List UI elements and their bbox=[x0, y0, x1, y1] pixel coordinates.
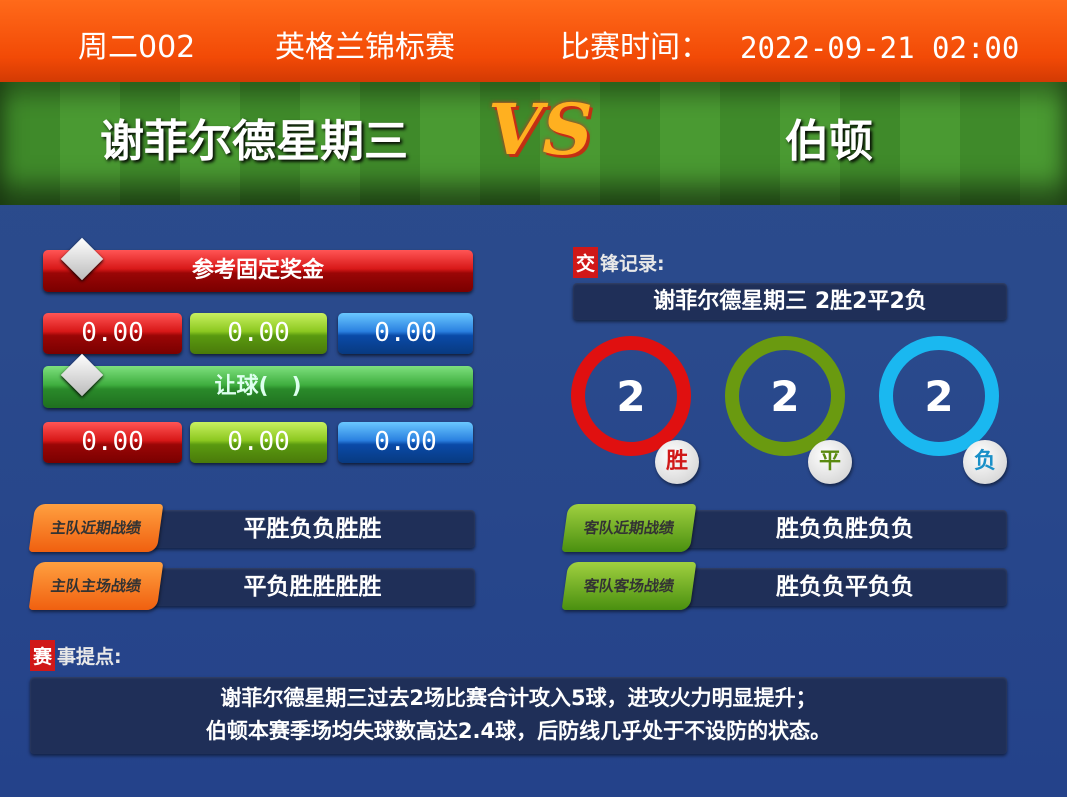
tips-line-2: 伯顿本赛季场均失球数高达2.4球，后防线几乎处于不设防的状态。 bbox=[205, 719, 832, 743]
match-time-label: 比赛时间： bbox=[560, 30, 710, 65]
header-bar: 周二002 英格兰锦标赛 比赛时间： 2022-09-21 02:00 bbox=[0, 0, 1067, 82]
fixed-odds-draw: 0.00 bbox=[190, 313, 327, 354]
match-number: 周二002 bbox=[78, 30, 196, 65]
tips-line-1: 谢菲尔德星期三过去2场比赛合计攻入5球，进攻火力明显提升； bbox=[220, 686, 817, 710]
away-away-tag: 客队客场战绩 bbox=[561, 562, 697, 610]
draw-badge: 平 bbox=[808, 440, 852, 484]
h2h-loss-ring: 2 bbox=[879, 336, 999, 456]
h2h-label-mark: 交 bbox=[573, 247, 599, 278]
tips-label: 赛事提点: bbox=[30, 640, 122, 671]
away-away-form: 胜负负平负负 bbox=[683, 568, 1007, 606]
pitch-banner bbox=[0, 82, 1067, 205]
fixed-odds-loss: 0.00 bbox=[338, 313, 473, 354]
home-team-name: 谢菲尔德星期三 bbox=[100, 116, 408, 167]
h2h-win-ring: 2 bbox=[571, 336, 691, 456]
away-team-name: 伯顿 bbox=[785, 116, 873, 167]
h2h-label: 交锋记录: bbox=[573, 247, 665, 278]
league-name: 英格兰锦标赛 bbox=[275, 30, 455, 65]
away-recent-tag: 客队近期战绩 bbox=[561, 504, 697, 552]
home-home-form: 平负胜胜胜胜 bbox=[150, 568, 475, 606]
home-recent-form: 平胜负负胜胜 bbox=[150, 510, 475, 548]
tips-label-mark: 赛 bbox=[30, 640, 56, 671]
home-home-tag: 主队主场战绩 bbox=[28, 562, 164, 610]
h2h-draw-ring: 2 bbox=[725, 336, 845, 456]
tips-box: 谢菲尔德星期三过去2场比赛合计攻入5球，进攻火力明显提升； 伯顿本赛季场均失球数… bbox=[30, 677, 1007, 754]
tips-label-text: 事提点: bbox=[57, 646, 122, 668]
handicap-header: 让球( ) bbox=[43, 366, 473, 408]
fixed-odds-win: 0.00 bbox=[43, 313, 182, 354]
handicap-odds-loss: 0.00 bbox=[338, 422, 473, 463]
handicap-odds-win: 0.00 bbox=[43, 422, 182, 463]
win-badge: 胜 bbox=[655, 440, 699, 484]
fixed-odds-title: 参考固定奖金 bbox=[191, 258, 324, 283]
fixed-odds-header: 参考固定奖金 bbox=[43, 250, 473, 292]
match-time: 2022-09-21 02:00 bbox=[740, 31, 1020, 65]
vs-logo: VS bbox=[488, 88, 593, 171]
loss-badge: 负 bbox=[963, 440, 1007, 484]
handicap-title: 让球( ) bbox=[214, 374, 302, 399]
h2h-summary: 谢菲尔德星期三 2胜2平2负 bbox=[573, 283, 1007, 320]
h2h-label-text: 锋记录: bbox=[600, 253, 665, 275]
home-recent-tag: 主队近期战绩 bbox=[28, 504, 164, 552]
handicap-odds-draw: 0.00 bbox=[190, 422, 327, 463]
away-recent-form: 胜负负胜负负 bbox=[683, 510, 1007, 548]
